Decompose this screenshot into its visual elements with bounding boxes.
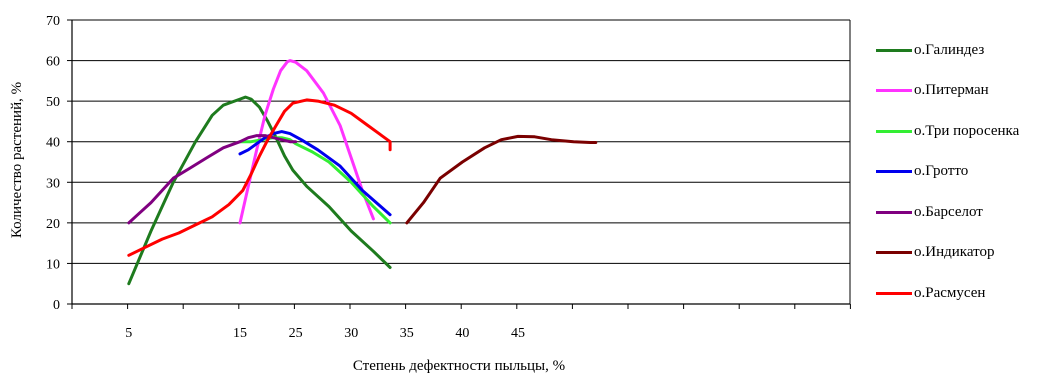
y-tick-label: 30 [46,176,60,191]
y-tick-label: 60 [46,55,60,70]
series-line [238,59,375,225]
legend-label: о.Галиндез [914,41,985,58]
y-axis-ticks: 0 10 20 30 40 50 60 70 [46,14,72,313]
x-tick-label: 30 [344,326,358,341]
legend: о.Галиндез о.Питерман о.Три поросенка о.Гро… [876,30,1052,314]
legend-label: о.Индикатор [914,244,995,261]
legend-swatch [876,129,912,133]
legend-swatch [876,291,912,295]
legend-label: о.Гротто [914,163,969,180]
legend-label: о.Три поросенка [914,122,1020,139]
x-tick-label: 15 [233,326,247,341]
legend-item: о.Три поросенка [876,111,1052,152]
legend-item: о.Расмусен [876,273,1052,314]
x-axis-ticks: 5 15 25 30 35 40 45 [71,304,851,341]
x-tick-label: 35 [400,326,414,341]
legend-label: о.Барселот [914,203,983,220]
x-tick-label: 5 [125,326,132,341]
x-tick-label: 45 [511,326,525,341]
legend-item: о.Галиндез [876,30,1052,71]
series-line [127,134,298,225]
series-line [238,130,392,217]
series-line [127,98,392,257]
legend-swatch [876,170,912,174]
legend-item: о.Гротто [876,152,1052,193]
series-line [405,134,598,225]
x-axis-label: Степень дефектности пыльцы, % [353,358,565,374]
y-axis-label: Количество растений, % [9,82,25,238]
legend-swatch [876,210,912,214]
legend-item: о.Питерман [876,71,1052,112]
legend-label: о.Питерман [914,82,989,99]
legend-swatch [876,48,912,52]
legend-swatch [876,89,912,93]
legend-item: о.Индикатор [876,233,1052,274]
x-tick-label: 40 [455,326,469,341]
series-lines [127,59,598,286]
series-line [127,95,392,286]
y-tick-label: 40 [46,136,60,151]
x-tick-label: 25 [289,326,303,341]
legend-swatch [876,251,912,255]
legend-item: о.Барселот [876,192,1052,233]
legend-label: о.Расмусен [914,284,986,301]
y-tick-label: 70 [46,14,60,29]
y-tick-label: 20 [46,217,60,232]
y-tick-label: 50 [46,95,60,110]
y-tick-label: 10 [46,257,60,272]
y-tick-label: 0 [53,298,60,313]
